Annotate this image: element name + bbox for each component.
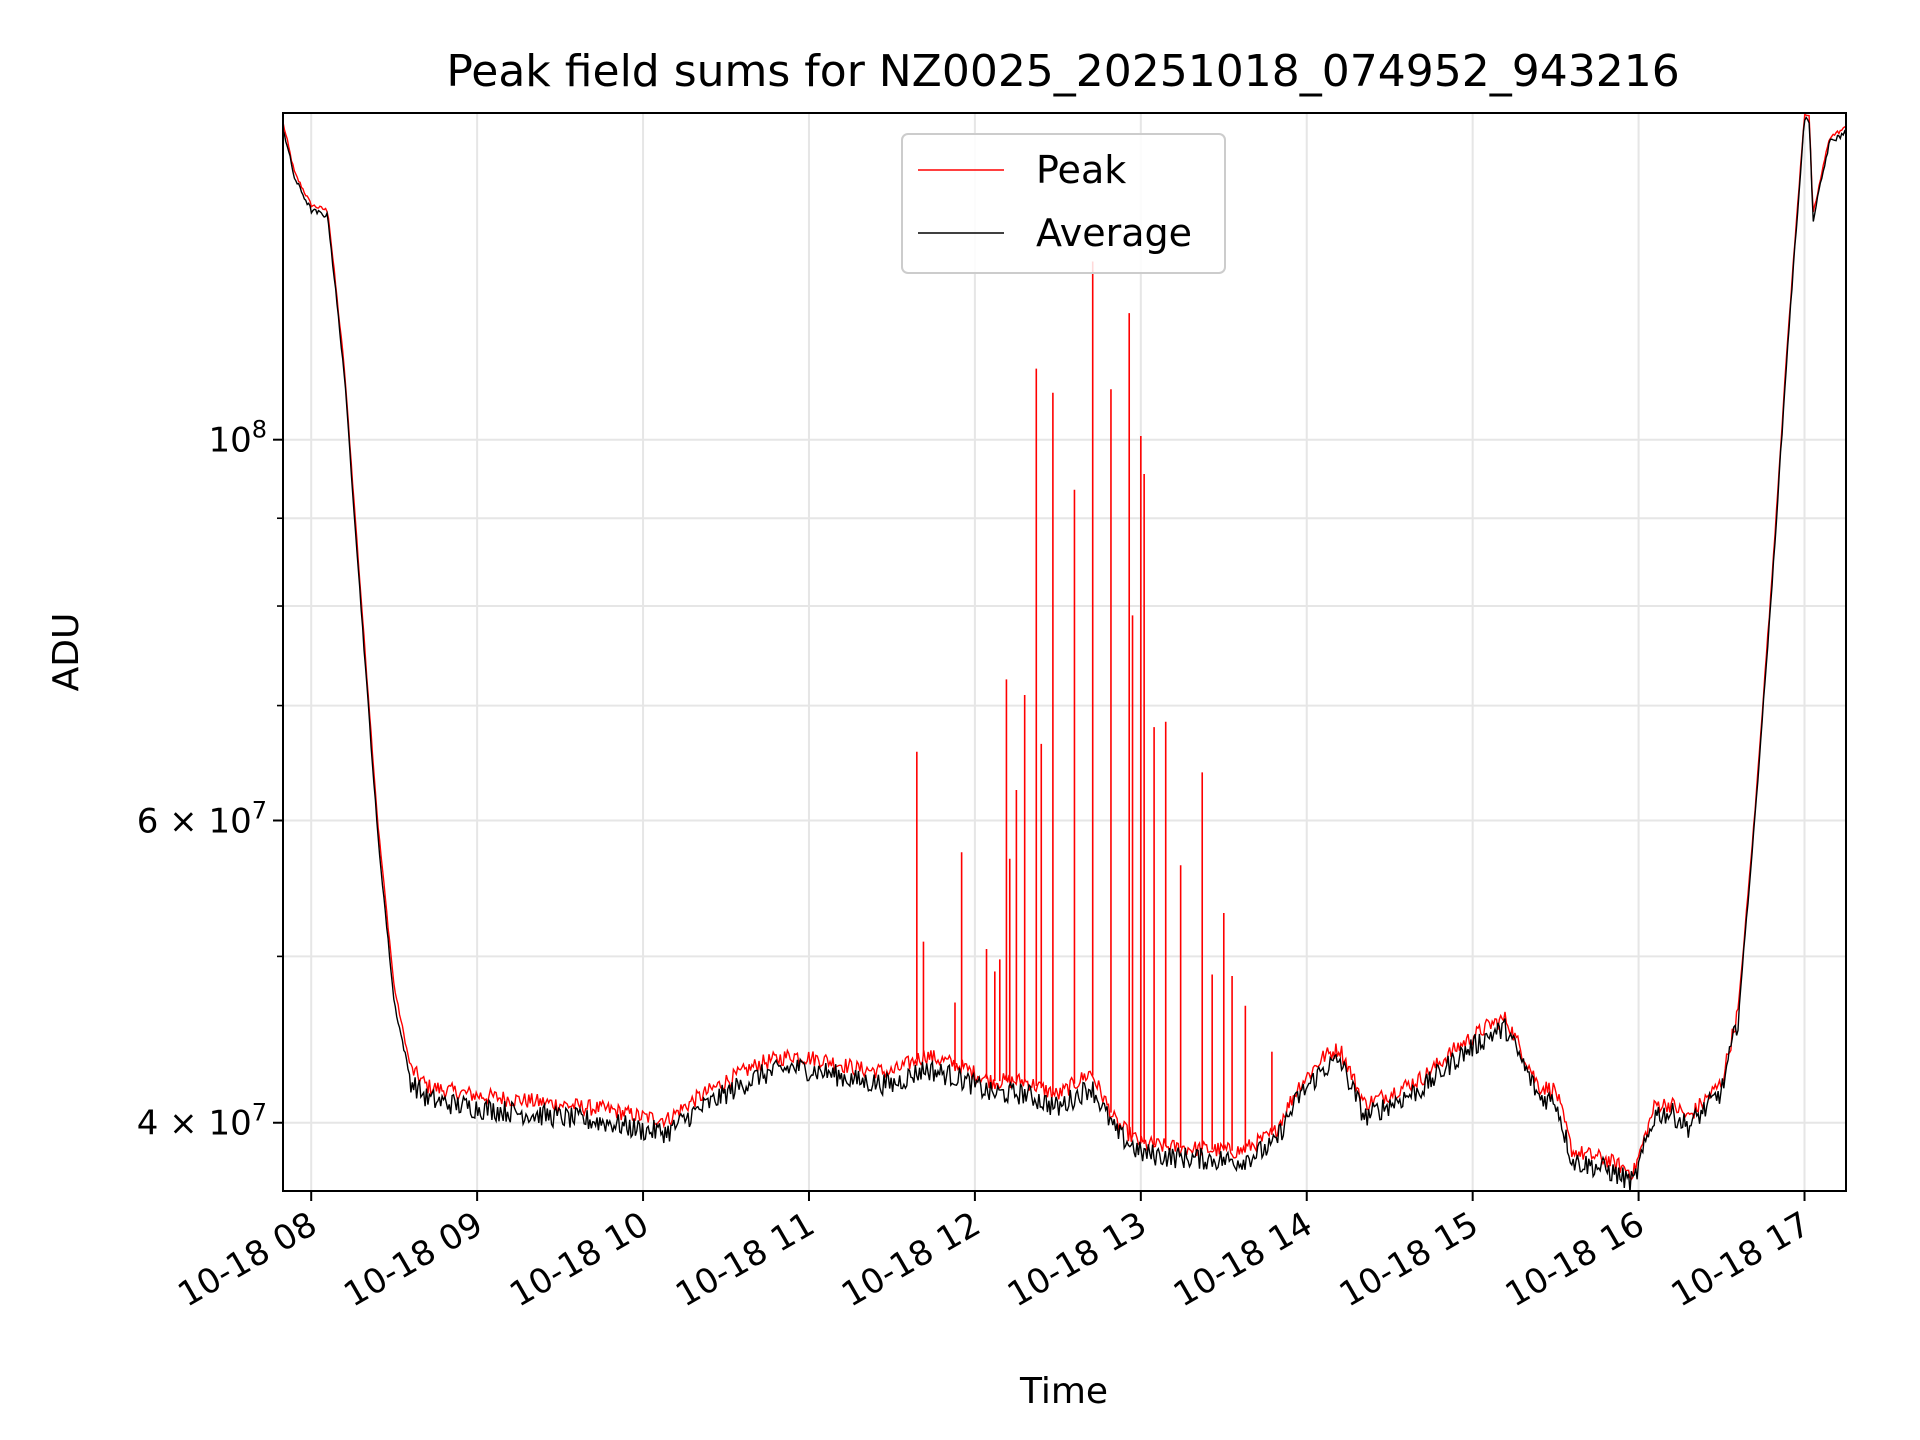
y-tick-label: 108 [208, 416, 267, 461]
y-axis: 108 6 × 107 4 × 107 [137, 416, 283, 1144]
legend-box [901, 133, 1226, 274]
legend-label-peak: Peak [1036, 148, 1126, 192]
legend: Peak Average [901, 133, 1226, 274]
series-line-average [282, 116, 1847, 1192]
series-line-peak [282, 113, 1847, 1181]
y-tick-label: 6 × 107 [137, 796, 267, 841]
y-tick-label: 4 × 107 [137, 1099, 267, 1144]
plot-area-frame [282, 112, 1847, 1192]
series-layer [282, 113, 1847, 1192]
y-axis-label: ADU [46, 613, 87, 692]
x-axis-label: Time [1019, 1371, 1108, 1412]
chart-title: Peak field sums for NZ0025_20251018_0749… [446, 46, 1679, 97]
grid-lines [283, 113, 1846, 1191]
legend-label-average: Average [1036, 211, 1192, 255]
